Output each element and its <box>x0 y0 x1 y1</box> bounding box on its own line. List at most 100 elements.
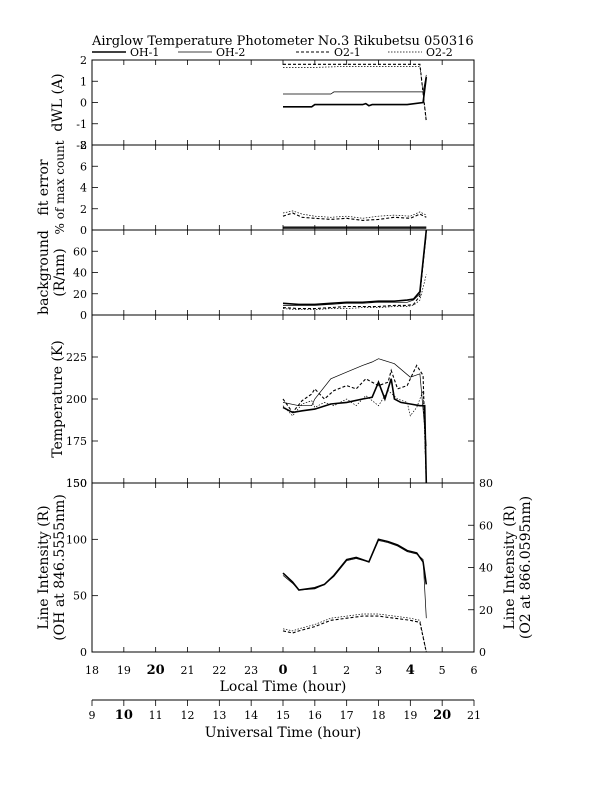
y-tick-label-intensity: 150 <box>66 477 87 490</box>
panel-frame-background <box>91 229 475 316</box>
x-ut-tick-label: 20 <box>433 708 451 723</box>
series-line-background-o2-1 <box>282 230 427 310</box>
series-line-temperature-o2-2 <box>282 390 427 483</box>
panel-background: 60 40 20 0 background (R/nm) <box>36 229 475 322</box>
y-axis-label-intensity: Line Intensity (R) <box>36 505 52 629</box>
x-local-tick-label: 19 <box>117 664 131 677</box>
legend-label-oh-1: OH-1 <box>130 46 159 59</box>
series-line-dwl-oh-1 <box>283 76 428 108</box>
series-line-intensity-o2-2 <box>282 613 427 652</box>
y-tick-label-intensity: 100 <box>66 533 87 546</box>
panel-fit_error: 8 6 4 2 0 fit error% of max count <box>36 139 475 237</box>
y-axis-label-dwl: dWL (A) <box>50 73 66 131</box>
y-tick-label-dwl: 2 <box>80 54 87 67</box>
y-right-tick-label-intensity: 80 <box>479 477 493 490</box>
y-tick-label-fit_error: 4 <box>80 182 87 195</box>
x-local-tick-label: 22 <box>212 664 226 677</box>
y-tick-label-temperature: 200 <box>66 393 87 406</box>
y-axis-label-background: background <box>36 230 52 315</box>
series-line-dwl-o2-1 <box>283 63 427 122</box>
legend: OH-1 OH-2 O2-1 O2-2 <box>92 46 453 59</box>
x-ut-axis-label: Universal Time (hour) <box>205 725 362 741</box>
y-tick-label-background: 40 <box>73 267 87 280</box>
y-tick-label-temperature: 175 <box>66 435 87 448</box>
y-right-tick-label-intensity: 40 <box>479 562 493 575</box>
series-line-background-oh-1 <box>282 230 428 306</box>
y-tick-label-background: 60 <box>73 245 87 258</box>
series-line-fit_error-o2-1 <box>282 212 427 221</box>
x-local-axis-label: Local Time (hour) <box>220 679 347 695</box>
y-tick-label-dwl: 0 <box>80 97 87 110</box>
series-line-dwl-oh-2 <box>283 74 427 95</box>
y-tick-label-dwl: 1 <box>80 75 87 88</box>
panel-frame-fit_error <box>91 144 475 231</box>
y-axis-right-label2-intensity: (O2 at 866.0595nm) <box>518 496 534 639</box>
x-local-tick-label: 3 <box>375 664 382 677</box>
y-axis-right-label-intensity: Line Intensity (R) <box>502 505 518 629</box>
y-right-tick-label-intensity: 20 <box>479 604 493 617</box>
x-ut-tick-label: 16 <box>308 709 322 722</box>
x-local-tick-label: 23 <box>244 664 258 677</box>
x-local-tick-label: 2 <box>343 664 350 677</box>
y-right-tick-label-intensity: 60 <box>479 519 493 532</box>
x-ut-tick-label: 17 <box>340 709 354 722</box>
series-line-background-oh-2 <box>283 235 427 306</box>
y-tick-label-dwl: -2 <box>76 139 87 152</box>
x-ut-tick-label: 15 <box>276 709 290 722</box>
y-tick-label-intensity: 50 <box>73 590 87 603</box>
y-axis-label-temperature: Temperature (K) <box>50 340 66 458</box>
y-tick-label-temperature: 225 <box>66 351 87 364</box>
x-ut-tick-label: 14 <box>244 709 258 722</box>
series-line-intensity-oh-1 <box>282 538 428 591</box>
x-ut-tick-label: 19 <box>403 709 417 722</box>
legend-label-o2-2: O2-2 <box>426 46 453 59</box>
panel-temperature: 225 200 175 150 Temperature (K) <box>50 314 475 490</box>
x-local-tick-label: 20 <box>147 663 165 678</box>
series-line-intensity-o2-1 <box>282 615 427 652</box>
y-axis-label-fit_error: fit error <box>36 159 52 216</box>
x-local-tick-label: 5 <box>439 664 446 677</box>
y-axis-label2-background: (R/nm) <box>52 248 68 296</box>
y-tick-label-dwl: -1 <box>76 118 87 131</box>
x-ut-tick-label: 21 <box>467 709 481 722</box>
series-line-temperature-oh-2 <box>282 358 427 447</box>
x-local-tick-label: 18 <box>85 664 99 677</box>
y-axis-label2-intensity: (OH at 846.5555nm) <box>52 494 68 641</box>
legend-label-oh-2: OH-2 <box>216 46 245 59</box>
x-ut-tick-label: 11 <box>149 709 163 722</box>
x-ut-tick-label: 9 <box>89 709 96 722</box>
series-line-background-o2-2 <box>282 274 427 311</box>
panel-frame-intensity <box>91 482 475 653</box>
y-tick-label-fit_error: 2 <box>80 203 87 216</box>
series-line-intensity-oh-2 <box>282 540 427 619</box>
series-line-temperature-oh-1 <box>282 378 428 483</box>
x-ut-tick-label: 18 <box>372 709 386 722</box>
y-tick-label-background: 0 <box>80 309 87 322</box>
panel-dwl: 2 1 0 -1 -2 dWL (A) <box>50 54 475 152</box>
x-local-tick-label: 1 <box>311 664 318 677</box>
x-local-tick-label: 6 <box>471 664 478 677</box>
x-ut-tick-label: 13 <box>212 709 226 722</box>
y-right-tick-label-intensity: 0 <box>479 646 486 659</box>
y-tick-label-fit_error: 0 <box>80 224 87 237</box>
chart-title: Airglow Temperature Photometer No.3 Riku… <box>91 34 474 49</box>
series-line-dwl-o2-2 <box>283 66 427 120</box>
y-tick-label-fit_error: 8 <box>80 139 87 152</box>
x-ut-tick-label: 10 <box>115 708 133 723</box>
x-local-tick-label: 4 <box>406 663 415 678</box>
x-local-tick-label: 21 <box>181 664 195 677</box>
y-tick-label-fit_error: 6 <box>80 160 87 173</box>
series-line-fit_error-o2-2 <box>282 210 427 219</box>
y-tick-label-temperature: 150 <box>66 477 87 490</box>
x-local-tick-label: 0 <box>278 663 287 678</box>
panel-frame-dwl <box>91 59 475 146</box>
y-tick-label-background: 20 <box>73 288 87 301</box>
y-tick-label-intensity: 0 <box>80 646 87 659</box>
legend-label-o2-1: O2-1 <box>334 46 361 59</box>
x-ut-tick-label: 12 <box>181 709 195 722</box>
y-axis-label2-fit_error: % of max count <box>53 140 67 234</box>
